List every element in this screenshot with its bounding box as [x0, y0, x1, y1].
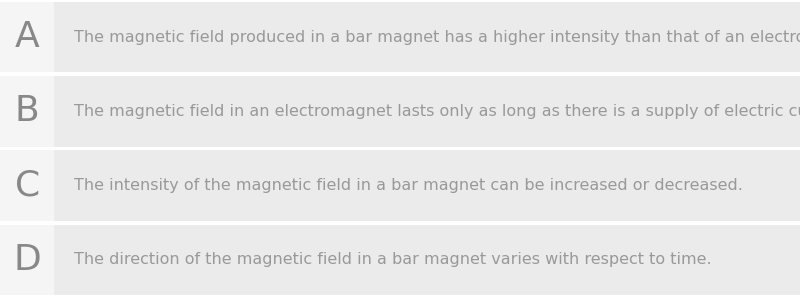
Bar	[54, 2, 800, 72]
Text: D: D	[14, 243, 41, 277]
Bar	[0, 150, 54, 221]
Text: B: B	[15, 94, 39, 128]
Text: The direction of the magnetic field in a bar magnet varies with respect to time.: The direction of the magnetic field in a…	[74, 252, 712, 267]
Bar	[54, 225, 800, 295]
Bar	[0, 2, 54, 72]
Bar	[54, 76, 800, 147]
Text: A: A	[15, 20, 39, 54]
Text: C: C	[14, 169, 40, 203]
Bar	[0, 76, 54, 147]
Text: The magnetic field produced in a bar magnet has a higher intensity than that of : The magnetic field produced in a bar mag…	[74, 30, 800, 45]
Text: The intensity of the magnetic field in a bar magnet can be increased or decrease: The intensity of the magnetic field in a…	[74, 178, 743, 193]
Bar	[54, 150, 800, 221]
Bar	[0, 225, 54, 295]
Text: The magnetic field in an electromagnet lasts only as long as there is a supply o: The magnetic field in an electromagnet l…	[74, 104, 800, 119]
